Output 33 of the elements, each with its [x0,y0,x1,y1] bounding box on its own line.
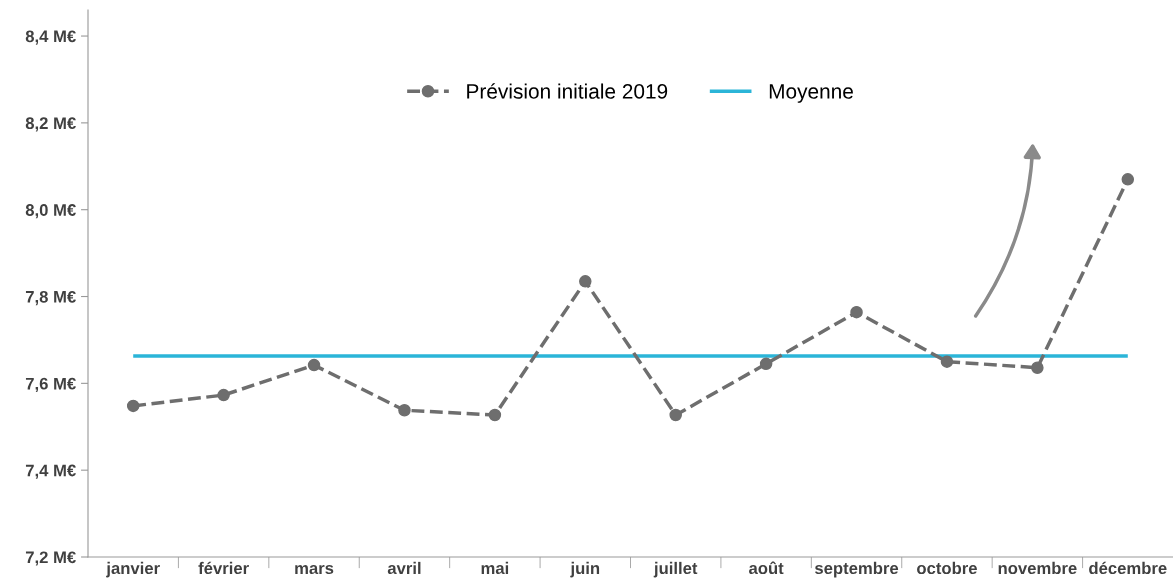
y-tick-label: 7,4 M€ [25,464,76,479]
point [488,408,502,422]
point [1121,173,1135,186]
point [669,408,682,422]
x-tick-label: avril [387,561,421,575]
point [126,399,140,413]
y-tick-label: 8,0 M€ [25,204,76,219]
point [398,404,411,417]
x-tick-label: novembre [998,561,1077,575]
x-tick-label: juillet [653,561,698,578]
y-tick-label: 7,6 M€ [25,377,76,392]
y-tick-label: 7,8 M€ [25,290,76,306]
x-tick-label: janvier [106,561,160,578]
point [940,355,954,368]
x-tick-label: mai [481,561,509,575]
legend-label: Prévision initiale 2019 [467,83,668,99]
x-tick-label: août [749,561,784,575]
point [217,388,230,402]
point [850,305,863,319]
x-tick-label: juin [570,561,600,578]
x-tick-label: mars [295,564,334,575]
y-tick-label: 7,2 M€ [25,551,76,566]
x-tick-label: septembre [814,561,899,578]
legend-label: Moyenne [769,84,853,103]
x-tick-label: février [198,561,249,575]
x-tick-label: décembre [1089,561,1167,575]
point [759,357,773,371]
x-tick-label: octobre [917,561,977,575]
y-tick-label: 8,2 M€ [25,117,76,132]
point [307,358,321,372]
point [579,275,592,288]
point [1031,361,1044,374]
y-tick-label: 8,4 M€ [25,30,76,45]
